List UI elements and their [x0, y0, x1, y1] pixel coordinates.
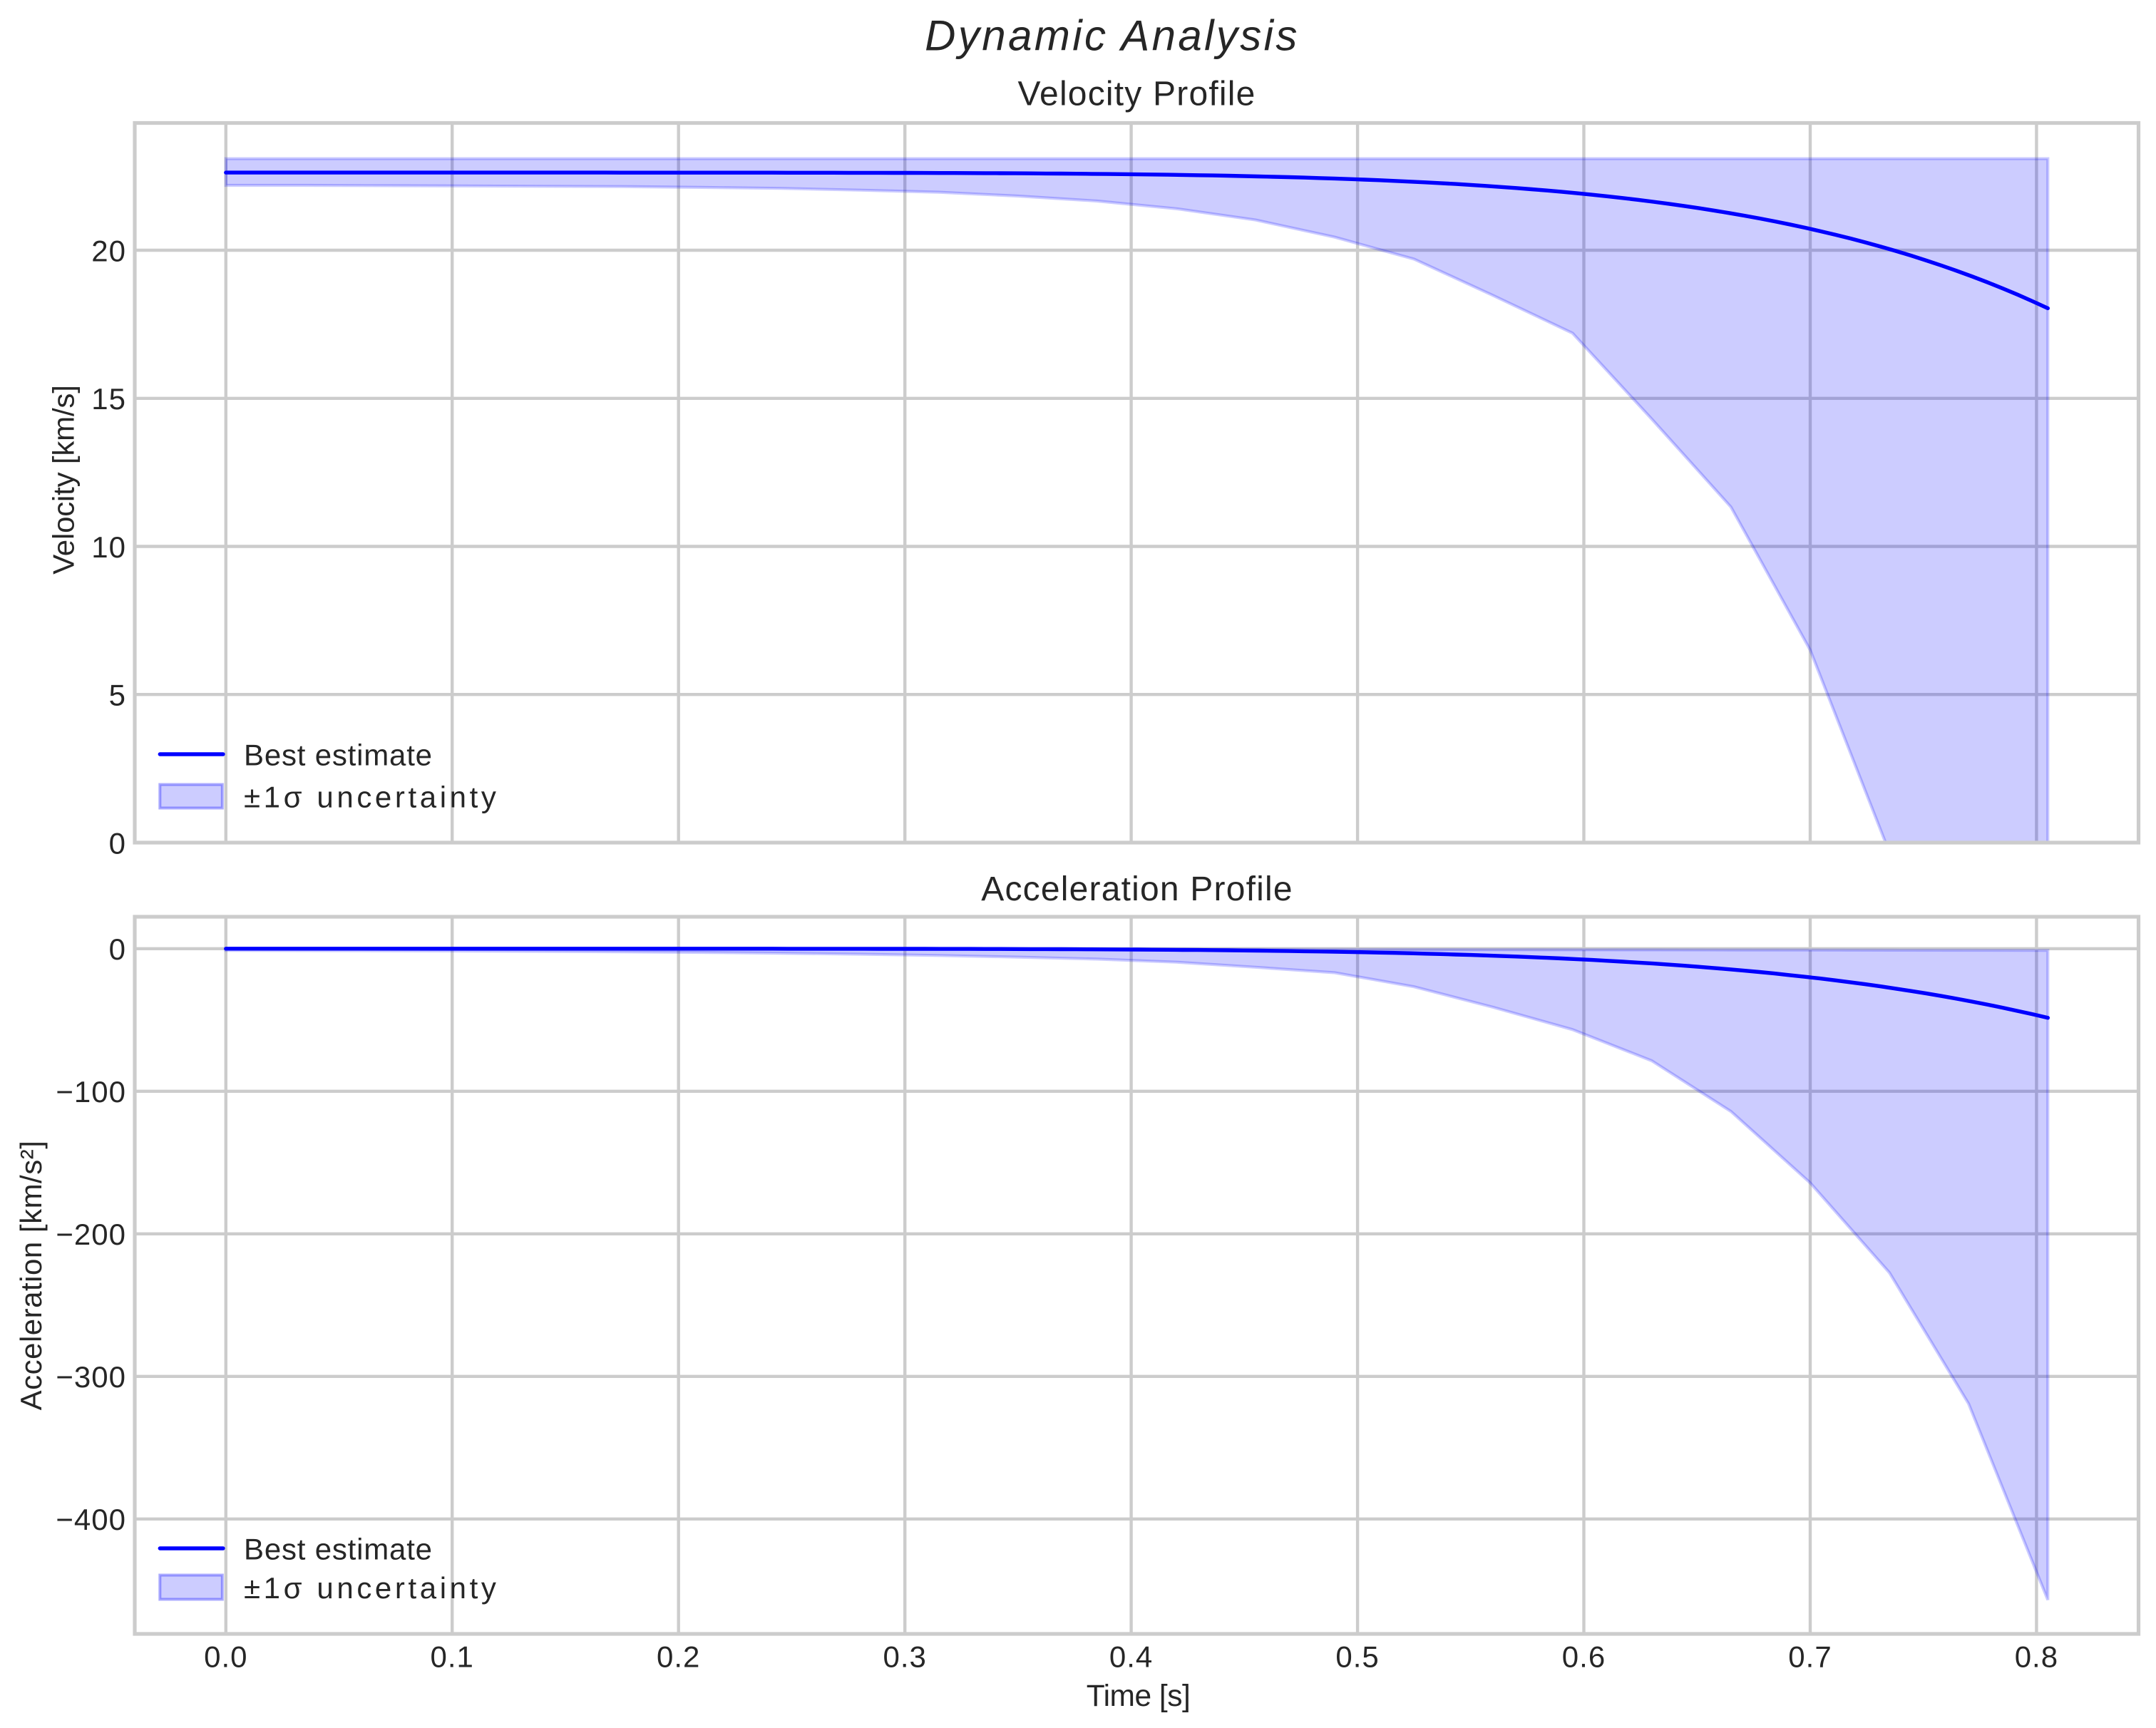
svg-text:5: 5	[109, 679, 126, 712]
svg-text:0.8: 0.8	[2015, 1640, 2058, 1674]
svg-text:Acceleration Profile: Acceleration Profile	[981, 870, 1293, 908]
svg-text:0.3: 0.3	[883, 1640, 927, 1674]
svg-text:Best estimate: Best estimate	[244, 739, 433, 772]
svg-text:−200: −200	[56, 1218, 126, 1251]
svg-text:Dynamic Analysis: Dynamic Analysis	[925, 12, 1300, 60]
svg-text:15: 15	[91, 382, 126, 416]
svg-text:−400: −400	[56, 1503, 126, 1536]
svg-text:0: 0	[109, 932, 126, 966]
svg-text:Velocity [km/s]: Velocity [km/s]	[47, 385, 81, 574]
svg-text:Best estimate: Best estimate	[244, 1533, 433, 1566]
svg-text:Time [s]: Time [s]	[1087, 1680, 1191, 1713]
svg-text:0.0: 0.0	[204, 1640, 247, 1674]
svg-text:0.2: 0.2	[657, 1640, 700, 1674]
svg-text:0.7: 0.7	[1788, 1640, 1832, 1674]
svg-text:±1σ uncertainty: ±1σ uncertainty	[244, 780, 499, 813]
svg-text:0.6: 0.6	[1562, 1640, 1606, 1674]
svg-text:Velocity Profile: Velocity Profile	[1017, 76, 1256, 113]
svg-text:±1σ uncertainty: ±1σ uncertainty	[244, 1571, 499, 1605]
svg-text:10: 10	[91, 530, 126, 564]
svg-text:20: 20	[91, 234, 126, 267]
svg-text:−100: −100	[56, 1075, 126, 1109]
svg-text:0.1: 0.1	[431, 1640, 474, 1674]
svg-text:0: 0	[109, 826, 126, 860]
svg-text:Acceleration [km/s²]: Acceleration [km/s²]	[14, 1141, 48, 1411]
svg-text:0.4: 0.4	[1109, 1640, 1153, 1674]
svg-text:−300: −300	[56, 1360, 126, 1394]
svg-text:0.5: 0.5	[1335, 1640, 1379, 1674]
